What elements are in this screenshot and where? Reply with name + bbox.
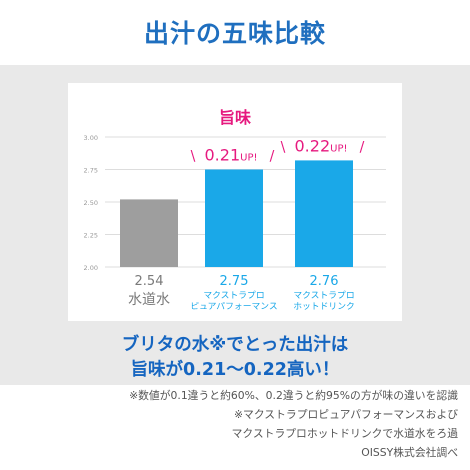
- footnote: ※マクストラプロピュアパフォーマンスおよび: [233, 408, 458, 421]
- y-tick-label: 2.50: [84, 199, 98, 207]
- annotation-slash: \: [191, 149, 196, 165]
- annotation-text: 0.22UP!: [295, 136, 348, 155]
- category-label: 水道水: [128, 292, 170, 308]
- annotation-text: 0.21UP!: [205, 146, 258, 165]
- value-label: 2.75: [220, 274, 249, 289]
- page-title: 出汁の五味比較: [143, 19, 326, 48]
- chart-panel: 旨味 3.00 2.75 2.50 2.25 2.00 2.54 水道水 2.75 マクストラプロ…: [0, 65, 470, 385]
- footnotes: ※数値が0.1違うと約60%、0.2違うと約95%の方が味の違いを認識 ※マクス…: [58, 386, 458, 462]
- footnote: ※数値が0.1違うと約60%、0.2違うと約95%の方が味の違いを認識: [129, 389, 458, 402]
- bar-1: [205, 169, 263, 267]
- annotation-slash: /: [270, 149, 275, 165]
- summary-line-2: 旨味が0.21〜0.22高い！: [130, 360, 340, 380]
- footnote: OISSY株式会社調べ: [361, 446, 458, 459]
- annotation-slash: \: [281, 139, 286, 155]
- footnote: マクストラプロホットドリンクで水道水をろ過: [231, 427, 458, 440]
- bar-2: [295, 160, 353, 267]
- value-label: 2.76: [310, 274, 339, 289]
- chart-card: 旨味 3.00 2.75 2.50 2.25 2.00 2.54 水道水 2.75 マクストラプロ…: [68, 83, 402, 321]
- umami-bar-chart: 旨味3.002.752.502.252.002.54水道水2.75マクストラプロ…: [84, 108, 386, 312]
- annotation-slash: /: [360, 139, 365, 155]
- y-tick-label: 2.00: [84, 264, 98, 272]
- y-tick-label: 2.25: [84, 232, 98, 240]
- y-tick-label: 3.00: [84, 134, 98, 142]
- summary-text: ブリタの水※でとった出汁は 旨味が0.21〜0.22高い！: [0, 333, 470, 383]
- summary-line-1: ブリタの水※でとった出汁は: [121, 335, 349, 355]
- value-label: 2.54: [135, 274, 164, 289]
- chart-title: 旨味: [219, 108, 251, 127]
- category-label: ピュアパフォーマンス: [190, 301, 277, 312]
- y-tick-label: 2.75: [84, 167, 98, 175]
- category-label: ホットドリンク: [293, 301, 355, 312]
- category-label: マクストラプロ: [203, 290, 264, 301]
- category-label: マクストラプロ: [293, 290, 354, 301]
- bar-0: [120, 199, 178, 267]
